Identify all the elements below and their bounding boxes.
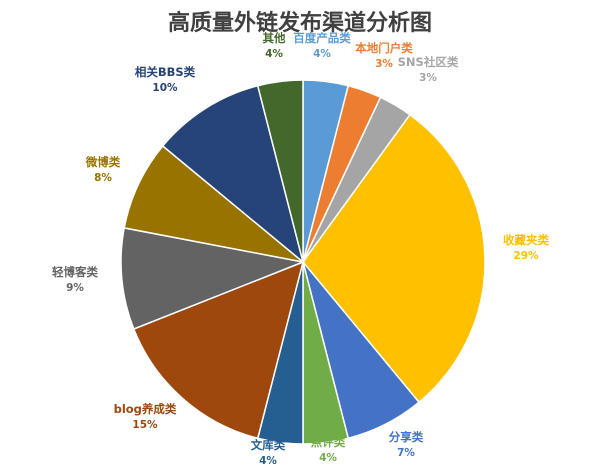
slice-percent-9: 9% bbox=[66, 282, 84, 294]
pie-slice-10 bbox=[123, 144, 304, 263]
slice-label-5: 分享类 bbox=[389, 430, 424, 444]
pie-slice-12 bbox=[256, 79, 304, 263]
slice-label-1: 百度产品类 bbox=[293, 31, 351, 45]
pie-slice-11 bbox=[161, 84, 305, 265]
slice-percent-11: 10% bbox=[152, 82, 178, 94]
pie-slice-8 bbox=[132, 260, 305, 440]
slice-label-4: 收藏夹类 bbox=[503, 233, 549, 247]
pie-slices bbox=[120, 79, 486, 445]
pie-slice-9 bbox=[120, 227, 306, 330]
slice-percent-7: 4% bbox=[259, 455, 277, 467]
slice-percent-5: 7% bbox=[397, 447, 415, 459]
slice-label-9: 轻博客类 bbox=[52, 265, 98, 279]
slice-label-11: 相关BBS类 bbox=[135, 65, 196, 79]
slice-percent-10: 8% bbox=[94, 172, 112, 184]
slice-label-2: 本地门户类 bbox=[355, 41, 413, 55]
chart-title: 高质量外链发布渠道分析图 bbox=[168, 10, 432, 36]
slice-percent-3: 3% bbox=[419, 72, 437, 84]
slice-percent-2: 3% bbox=[375, 58, 393, 70]
slice-percent-12: 4% bbox=[265, 48, 283, 60]
slice-label-7: 文库类 bbox=[251, 438, 286, 452]
slice-percent-8: 15% bbox=[132, 419, 158, 431]
slice-label-12: 其他 bbox=[263, 31, 286, 45]
slice-label-6: 点评类 bbox=[311, 435, 346, 449]
slice-percent-4: 29% bbox=[513, 250, 539, 262]
pie-slice-4 bbox=[302, 113, 486, 404]
slice-label-3: SNS社区类 bbox=[398, 55, 459, 69]
slice-percent-1: 4% bbox=[313, 48, 331, 60]
slice-percent-6: 4% bbox=[319, 452, 337, 464]
slice-label-8: blog养成类 bbox=[114, 402, 177, 416]
pie-labels: 百度产品类 4% 本地门户类 3% SNS社区类 3% 收藏夹类 29% 分享类 7% 点评类 4% 文… bbox=[52, 31, 549, 467]
slice-label-10: 微博类 bbox=[85, 155, 121, 169]
